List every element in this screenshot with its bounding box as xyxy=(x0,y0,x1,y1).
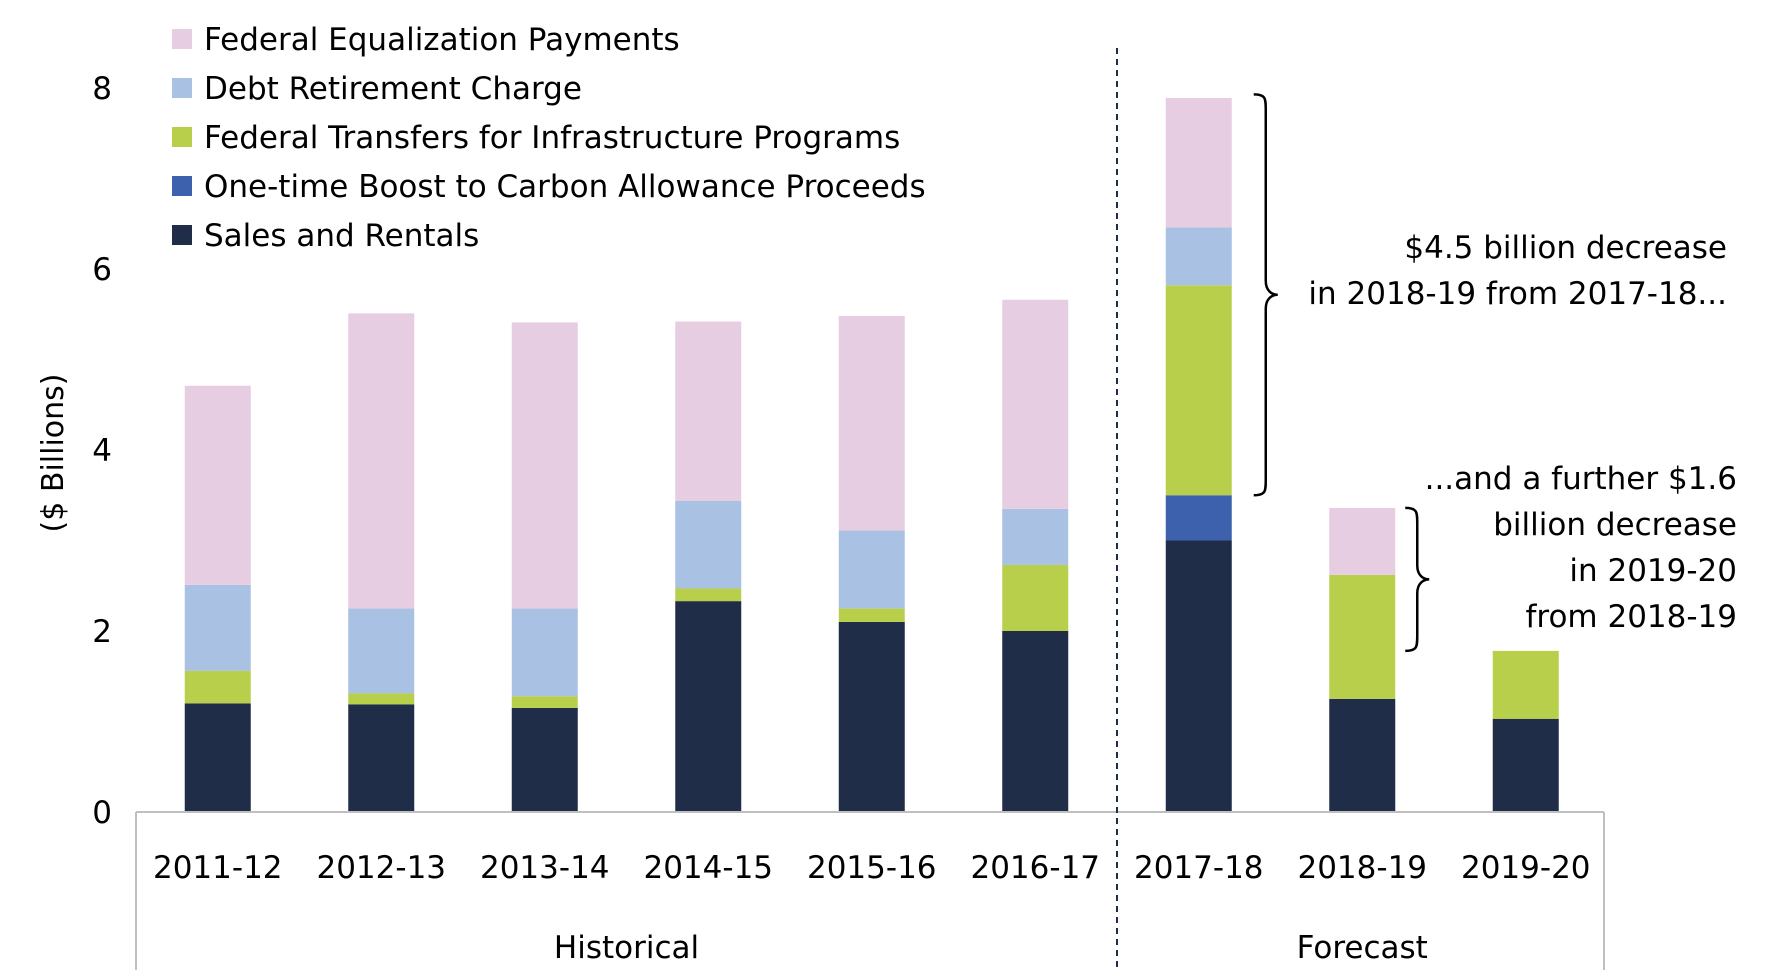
bar-sales-and-rentals-2014-15 xyxy=(675,601,742,812)
axes xyxy=(135,48,1605,970)
annotation-line: ...and a further $1.6 xyxy=(1425,461,1737,497)
group-labels: Historical Forecast xyxy=(554,930,1428,966)
legend-swatch-one-time-boost-to-carbon-allowance-proceeds xyxy=(172,176,192,196)
legend-label: Sales and Rentals xyxy=(204,218,479,254)
bar-sales-and-rentals-2017-18 xyxy=(1165,540,1232,812)
bar-debt-retirement-charge-2016-17 xyxy=(1002,508,1069,565)
category-label: 2014-15 xyxy=(643,850,773,886)
bar-federal-equalization-payments-2013-14 xyxy=(511,322,578,609)
bar-debt-retirement-charge-2015-16 xyxy=(838,530,905,609)
annotation-line: $4.5 billion decrease xyxy=(1404,230,1727,266)
legend: Federal Equalization Payments Debt Retire… xyxy=(172,22,926,254)
category-label: 2017-18 xyxy=(1134,850,1264,886)
annotations: $4.5 billion decrease in 2018-19 from 201… xyxy=(1253,93,1737,653)
category-label: 2015-16 xyxy=(807,850,937,886)
y-axis-ticks: 0 2 4 6 8 xyxy=(92,71,112,831)
legend-swatch-federal-transfers-for-infrastructure-programs xyxy=(172,127,192,147)
category-label: 2018-19 xyxy=(1297,850,1427,886)
brace-2017-18 xyxy=(1253,93,1278,497)
y-tick-label: 0 xyxy=(92,795,112,831)
bar-debt-retirement-charge-2011-12 xyxy=(184,584,251,671)
group-label-forecast: Forecast xyxy=(1297,930,1428,966)
annotation-line: billion decrease xyxy=(1493,507,1737,543)
y-tick-label: 8 xyxy=(92,71,112,107)
y-tick-label: 2 xyxy=(92,614,112,650)
bar-federal-transfers-for-infrastructure-programs-2018-19 xyxy=(1329,574,1396,699)
group-label-historical: Historical xyxy=(554,930,699,966)
bar-federal-transfers-for-infrastructure-programs-2014-15 xyxy=(675,588,742,602)
bar-federal-transfers-for-infrastructure-programs-2016-17 xyxy=(1002,564,1069,631)
legend-swatch-federal-equalization-payments xyxy=(172,29,192,49)
legend-label: One-time Boost to Carbon Allowance Proce… xyxy=(204,169,926,205)
category-label: 2012-13 xyxy=(316,850,446,886)
category-label: 2019-20 xyxy=(1461,850,1591,886)
bar-sales-and-rentals-2012-13 xyxy=(348,704,415,812)
bar-sales-and-rentals-2018-19 xyxy=(1329,698,1396,812)
bar-federal-transfers-for-infrastructure-programs-2011-12 xyxy=(184,670,251,704)
bar-federal-transfers-for-infrastructure-programs-2013-14 xyxy=(511,696,578,708)
annotation-line: in 2018-19 from 2017-18... xyxy=(1308,276,1727,312)
bar-federal-transfers-for-infrastructure-programs-2012-13 xyxy=(348,693,415,705)
legend-label: Federal Transfers for Infrastructure Pro… xyxy=(204,120,900,156)
category-label: 2016-17 xyxy=(970,850,1100,886)
legend-swatch-debt-retirement-charge xyxy=(172,78,192,98)
bars xyxy=(184,97,1559,812)
bar-debt-retirement-charge-2013-14 xyxy=(511,608,578,697)
bar-sales-and-rentals-2019-20 xyxy=(1492,718,1559,812)
y-tick-label: 4 xyxy=(92,433,112,469)
bar-debt-retirement-charge-2012-13 xyxy=(348,608,415,694)
bar-sales-and-rentals-2011-12 xyxy=(184,703,251,812)
category-label: 2013-14 xyxy=(480,850,610,886)
bar-federal-transfers-for-infrastructure-programs-2015-16 xyxy=(838,608,905,622)
bar-federal-equalization-payments-2012-13 xyxy=(348,313,415,609)
brace-2018-19 xyxy=(1405,506,1430,653)
bar-debt-retirement-charge-2017-18 xyxy=(1165,227,1232,286)
bar-federal-equalization-payments-2018-19 xyxy=(1329,507,1396,575)
bar-one-time-boost-to-carbon-allowance-proceeds-2017-18 xyxy=(1165,495,1232,541)
y-axis-label: ($ Billions) xyxy=(36,374,71,533)
bar-federal-transfers-for-infrastructure-programs-2019-20 xyxy=(1492,650,1559,719)
bar-federal-equalization-payments-2017-18 xyxy=(1165,97,1232,228)
bar-sales-and-rentals-2013-14 xyxy=(511,707,578,812)
bar-sales-and-rentals-2015-16 xyxy=(838,621,905,812)
legend-swatch-sales-and-rentals xyxy=(172,225,192,245)
bar-sales-and-rentals-2016-17 xyxy=(1002,631,1069,812)
bar-federal-equalization-payments-2016-17 xyxy=(1002,299,1069,509)
bar-federal-equalization-payments-2015-16 xyxy=(838,316,905,531)
annotation-line: in 2019-20 xyxy=(1569,553,1737,589)
y-tick-label: 6 xyxy=(92,252,112,288)
bar-federal-equalization-payments-2014-15 xyxy=(675,321,742,501)
legend-label: Debt Retirement Charge xyxy=(204,71,582,107)
legend-label: Federal Equalization Payments xyxy=(204,22,680,58)
bar-federal-equalization-payments-2011-12 xyxy=(184,385,251,585)
annotation-line: from 2018-19 xyxy=(1525,599,1737,635)
bar-debt-retirement-charge-2014-15 xyxy=(675,500,742,589)
category-label: 2011-12 xyxy=(153,850,283,886)
bar-federal-transfers-for-infrastructure-programs-2017-18 xyxy=(1165,285,1232,496)
category-labels: 2011-12 2012-13 2013-14 2014-15 2015-16 2016-… xyxy=(153,850,1591,886)
